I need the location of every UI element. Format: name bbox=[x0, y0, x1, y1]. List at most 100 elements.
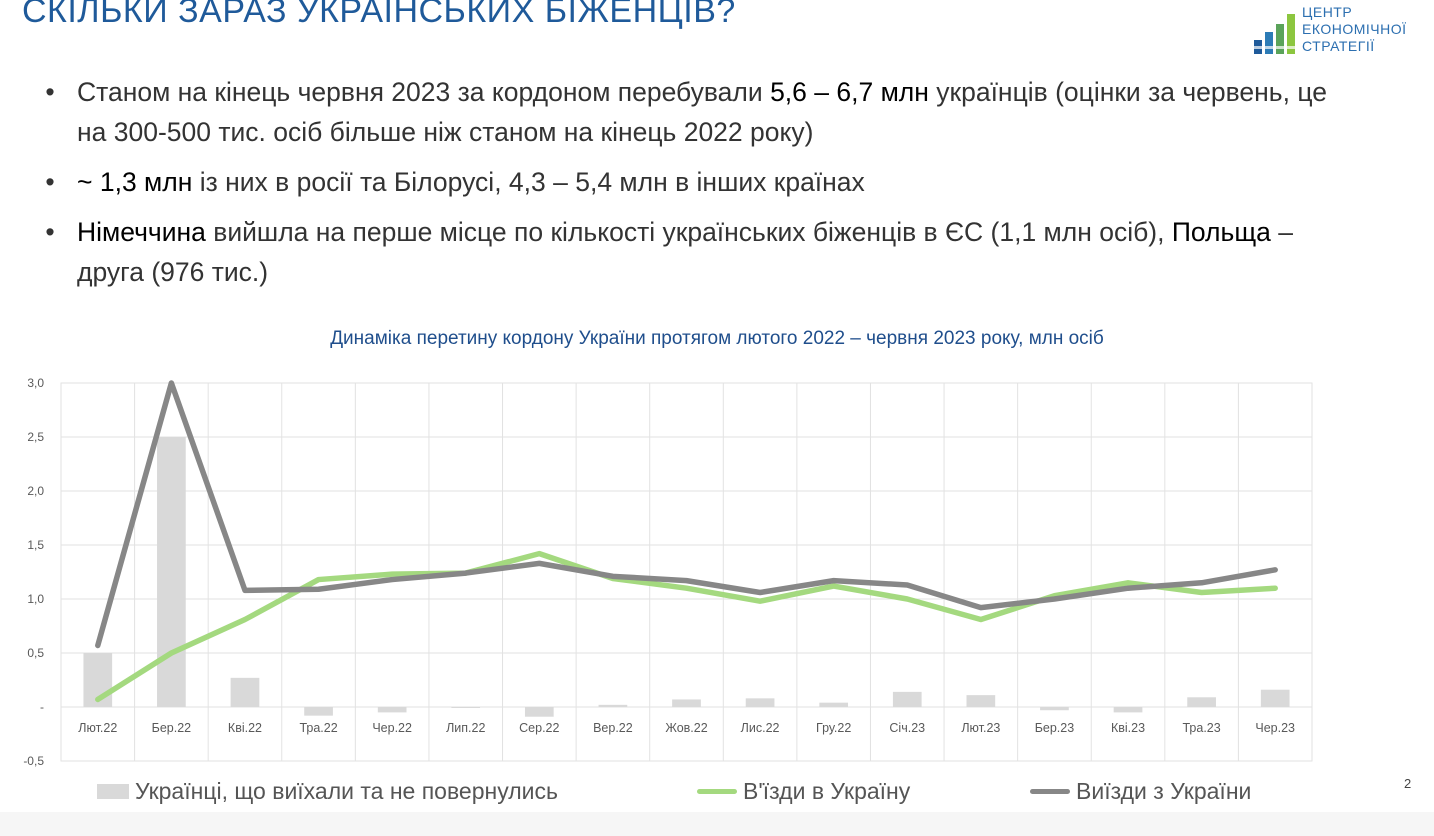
data-point bbox=[1053, 594, 1056, 597]
bar bbox=[1260, 689, 1290, 707]
x-tick-label: Січ.23 bbox=[889, 721, 925, 735]
logo-bars-icon bbox=[1254, 14, 1295, 54]
bar bbox=[892, 691, 922, 707]
chart-title: Динаміка перетину кордону України протяг… bbox=[330, 328, 1104, 349]
y-tick-label: 1,5 bbox=[27, 538, 44, 552]
bar bbox=[672, 699, 701, 707]
data-point bbox=[1274, 569, 1277, 571]
bar bbox=[451, 707, 481, 708]
bullet-highlight: 5,6 – 6,7 млн bbox=[770, 77, 929, 107]
legend-label: В'їзди в Україну bbox=[743, 778, 911, 804]
bottom-strip bbox=[0, 812, 1434, 836]
bar bbox=[745, 698, 775, 707]
x-tick-label: Гру.22 bbox=[816, 721, 851, 735]
x-tick-label: Вер.22 bbox=[593, 721, 633, 735]
bullet-dot-icon: • bbox=[45, 217, 55, 247]
bullet-highlight: Німеччина bbox=[77, 217, 206, 247]
data-point bbox=[1127, 582, 1129, 584]
data-point bbox=[317, 588, 320, 591]
x-tick-label: Лип.22 bbox=[446, 721, 485, 735]
logo-text: ЦЕНТР ЕКОНОМІЧНОЇ СТРАТЕГІЇ bbox=[1302, 4, 1407, 55]
bullet-item: • Німеччина вийшла на перше місце по кіл… bbox=[40, 212, 1330, 292]
bullet-item: • ~ 1,3 млн із них в росії та Білорусі, … bbox=[40, 162, 1330, 202]
bullet-dot-icon: • bbox=[45, 77, 55, 107]
plot-area bbox=[60, 382, 1313, 762]
page-number: 2 bbox=[1404, 776, 1412, 791]
bar bbox=[598, 704, 628, 707]
data-point bbox=[170, 652, 173, 654]
bullet-text: українців (оцінки за червень, це на 300-… bbox=[77, 77, 1327, 147]
x-tick-label: Жов.22 bbox=[665, 721, 707, 735]
y-tick-label: 2,0 bbox=[27, 484, 44, 498]
x-tick-label: Бер.23 bbox=[1035, 721, 1075, 735]
legend-label: Українці, що виїхали та не повернулись bbox=[135, 778, 558, 804]
slide-title: СКІЛЬКИ ЗАРАЗ УКРАЇНСЬКИХ БІЖЕНЦІВ? bbox=[22, 0, 736, 30]
x-tick-label: Чер.22 bbox=[372, 721, 412, 735]
data-point bbox=[906, 584, 909, 586]
data-point bbox=[244, 618, 246, 621]
bar bbox=[377, 707, 407, 713]
x-tick-label: Бер.22 bbox=[152, 721, 192, 735]
bar bbox=[1113, 707, 1143, 713]
data-point bbox=[96, 644, 99, 647]
bullet-highlight: Польща bbox=[1171, 217, 1271, 247]
logo-line-2: ЕКОНОМІЧНОЇ bbox=[1302, 21, 1407, 37]
legend-label: Виїзди з України bbox=[1076, 778, 1252, 804]
bullet-text: із них в росії та Білорусі, 4,3 – 5,4 мл… bbox=[192, 167, 865, 197]
y-tick-label: -0,5 bbox=[23, 754, 44, 768]
bar bbox=[1187, 697, 1216, 707]
data-point bbox=[1200, 582, 1203, 584]
bullet-dot-icon: • bbox=[45, 167, 55, 197]
data-point bbox=[906, 598, 909, 600]
x-tick-label: Кві.23 bbox=[1111, 721, 1145, 735]
legend-swatch-line bbox=[1030, 789, 1070, 794]
x-tick-label: Лис.22 bbox=[741, 721, 780, 735]
data-point bbox=[538, 552, 541, 555]
logo-line-1: ЦЕНТР bbox=[1302, 4, 1353, 20]
data-point bbox=[612, 575, 614, 578]
logo: ЦЕНТР ЕКОНОМІЧНОЇ СТРАТЕГІЇ bbox=[1252, 4, 1422, 58]
legend-swatch-line bbox=[697, 789, 737, 794]
data-point bbox=[832, 585, 835, 587]
x-tick-label: Лют.22 bbox=[78, 721, 117, 735]
x-tick-label: Тра.22 bbox=[299, 721, 337, 735]
data-point bbox=[244, 589, 246, 592]
data-point bbox=[685, 587, 688, 589]
bullet-text: вийшла на перше місце по кількості украї… bbox=[205, 217, 1172, 247]
data-point bbox=[96, 698, 99, 701]
data-point bbox=[1274, 587, 1277, 589]
legend-item-entries: В'їзди в Україну bbox=[697, 778, 910, 805]
data-point bbox=[685, 579, 688, 582]
y-tick-label: 1,0 bbox=[27, 592, 44, 606]
bullet-highlight: ~ 1,3 млн bbox=[77, 167, 193, 197]
x-tick-label: Кві.22 bbox=[228, 721, 262, 735]
x-tick-label: Тра.23 bbox=[1183, 721, 1221, 735]
bar bbox=[304, 707, 333, 716]
bar bbox=[819, 702, 849, 707]
data-point bbox=[391, 573, 393, 575]
data-point bbox=[832, 579, 835, 582]
bullet-list: • Станом на кінець червня 2023 за кордон… bbox=[40, 72, 1330, 302]
x-tick-label: Чер.23 bbox=[1255, 721, 1295, 735]
data-point bbox=[391, 578, 393, 581]
data-point bbox=[538, 562, 541, 565]
legend-item-stayed-abroad: Українці, що виїхали та не повернулись bbox=[97, 778, 558, 805]
data-point bbox=[170, 382, 173, 384]
data-point bbox=[317, 578, 320, 581]
logo-line-3: СТРАТЕГІЇ bbox=[1302, 38, 1375, 54]
data-point bbox=[1053, 598, 1056, 600]
bullet-text: Станом на кінець червня 2023 за кордоном… bbox=[77, 77, 771, 107]
x-tick-label: Сер.22 bbox=[519, 721, 559, 735]
y-tick-label: - bbox=[40, 700, 44, 714]
bar bbox=[230, 677, 260, 707]
bar bbox=[157, 437, 186, 707]
legend-item-exits: Виїзди з України bbox=[1030, 778, 1251, 805]
data-point bbox=[759, 600, 761, 602]
bar bbox=[1040, 707, 1069, 711]
x-tick-label: Лют.23 bbox=[961, 721, 1000, 735]
bar bbox=[966, 695, 996, 707]
chart-legend: Українці, що виїхали та не повернулись В… bbox=[0, 778, 1434, 812]
bullet-text: – друга (976 тис.) bbox=[77, 217, 1293, 287]
legend-swatch-bar bbox=[97, 784, 129, 799]
